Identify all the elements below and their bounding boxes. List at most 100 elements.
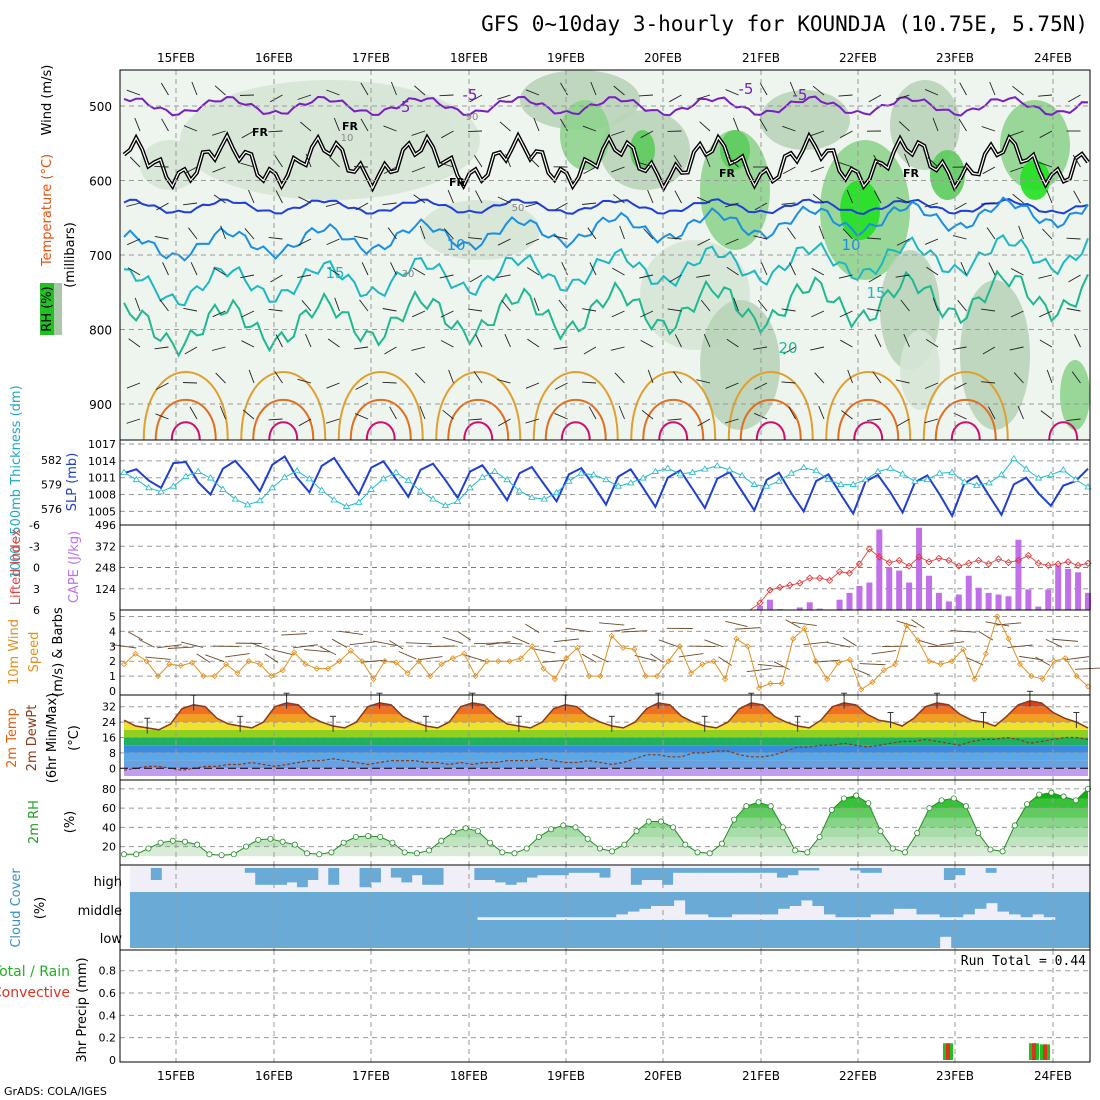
rh-marker [560, 822, 567, 829]
cape-bar [995, 594, 1002, 610]
wind-speed-marker [937, 661, 944, 668]
thickness-marker [688, 468, 697, 475]
wind-speed-marker [926, 658, 933, 665]
lifted-index-marker [905, 562, 913, 570]
wind-speed-marker [1062, 655, 1069, 662]
wind-barb [918, 639, 940, 647]
wind-barb [898, 121, 910, 132]
lifted-index-marker [965, 559, 973, 567]
wind-barb [985, 621, 1010, 627]
thickness-marker [960, 478, 969, 485]
rh-color-band [124, 788, 1088, 799]
lifted-index-marker [845, 569, 854, 577]
lifted-index-marker [975, 556, 983, 564]
cloud-bar [928, 920, 941, 948]
lifted-index-marker [865, 545, 873, 553]
wind-barb [154, 346, 169, 350]
wind-barb [803, 641, 829, 646]
rh-marker [145, 845, 152, 852]
wind-barb [242, 409, 255, 420]
cloud-bar [495, 868, 507, 883]
cloud-bar [234, 920, 247, 948]
rh-marker [365, 832, 372, 839]
wind-barb [473, 371, 483, 384]
thickness-marker [330, 496, 338, 503]
wind-speed-marker [143, 658, 150, 665]
cloud-bar [599, 868, 611, 878]
cloud-bar [359, 868, 371, 888]
rh-marker [743, 803, 750, 810]
wind-barb [398, 651, 417, 660]
wind-barb [789, 81, 796, 96]
wind-barb [783, 346, 796, 355]
cloud-bar [592, 920, 605, 948]
rh-contour-area [560, 100, 610, 170]
lifted-index-marker [786, 581, 794, 589]
thickness-marker [169, 482, 178, 489]
wind-barb [781, 202, 796, 205]
wind-speed-marker [177, 662, 184, 669]
cloud-bar [974, 892, 987, 909]
rh-marker [596, 845, 603, 852]
contour-label: -5 [793, 86, 808, 104]
rh-contour-area [140, 140, 200, 190]
thickness-marker [219, 485, 227, 492]
lifted-index-marker [945, 556, 953, 564]
wind-barb [673, 154, 682, 168]
thickness-marker [886, 464, 894, 471]
lifted-index-tick-label: 0 [33, 562, 40, 575]
wind-barb [810, 130, 825, 137]
cloud-bar [187, 920, 200, 948]
wind-barb [753, 346, 768, 350]
wind-barb [838, 94, 853, 97]
temperature-color-band [124, 722, 1088, 730]
cloud-bar [997, 920, 1010, 948]
cloud-bar [390, 868, 402, 878]
wind-speed-marker [835, 659, 842, 666]
cloud-bar [411, 868, 423, 876]
wind-barb [674, 190, 682, 204]
wind-barb [647, 189, 654, 204]
wind-barb [442, 409, 454, 420]
rh-marker [584, 835, 591, 842]
rh-marker [474, 828, 481, 835]
surface-temperature-arch [463, 421, 494, 441]
thickness-marker [404, 476, 412, 483]
cape-bar [925, 575, 932, 610]
date-label-top: 15FEB [157, 51, 195, 65]
temperature-panel: 32 24 16 8 0 2m Temp 2m DewPt (6hr Min/Max) (°C) [5, 690, 1091, 783]
cloud-bar [244, 868, 256, 873]
wind-barb [904, 153, 910, 168]
cloud-bar [546, 892, 559, 918]
thickness-marker [750, 480, 759, 487]
wind-barb [678, 653, 704, 658]
cloud-bar [708, 892, 721, 918]
wind-barb [697, 418, 711, 427]
panel-frame [119, 609, 1091, 696]
cloud-bar [187, 892, 200, 920]
rh-marker [926, 805, 933, 812]
cloud-bar [719, 920, 732, 948]
wind-barb [215, 372, 226, 384]
cloud-bar [257, 892, 270, 920]
wind-speed-marker [948, 658, 955, 665]
cape-tick-label: 124 [95, 583, 116, 596]
rh-marker [609, 848, 616, 855]
rh-contour-area [1020, 160, 1050, 200]
rh-marker [328, 849, 335, 856]
wind-barb [866, 237, 882, 240]
wind-barb [475, 190, 483, 204]
wind-barb [847, 369, 853, 384]
rh-marker [657, 818, 664, 825]
wind-barb [725, 89, 739, 96]
cloud-bar [951, 920, 964, 948]
wind-barb [810, 166, 825, 173]
wind-speed-marker [415, 658, 422, 665]
cloud-bar [777, 892, 790, 909]
surface-temperature-arch [934, 399, 997, 441]
wind-barb [726, 338, 739, 348]
wind-barb [327, 338, 340, 348]
wind-barb [264, 653, 279, 663]
cloud-layer-label: high [94, 875, 122, 890]
wind-barb [613, 85, 625, 96]
